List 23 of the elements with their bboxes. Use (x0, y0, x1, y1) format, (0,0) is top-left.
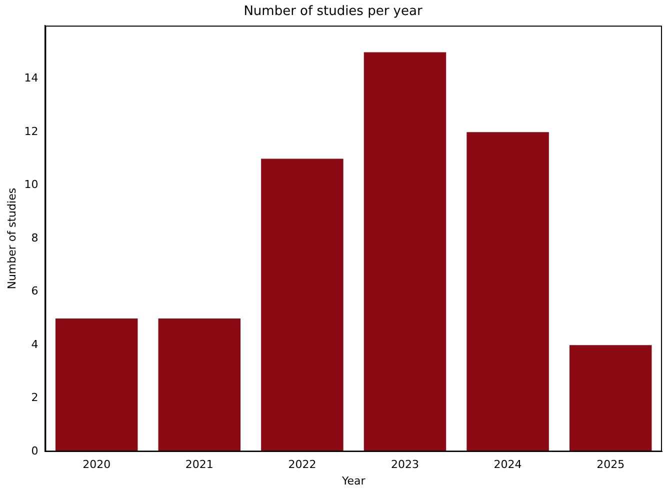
y-tick-label: 6 (31, 284, 38, 298)
y-tick-label: 0 (31, 444, 38, 458)
y-tick-label: 14 (24, 72, 38, 85)
x-tick-label: 2023 (391, 458, 419, 472)
y-tick-label: 12 (24, 124, 38, 138)
y-tick-label: 10 (24, 178, 38, 192)
y-axis-title: Number of studies (5, 188, 18, 290)
bar (261, 158, 344, 452)
x-tick-label: 2022 (288, 458, 316, 472)
x-tick-label: 2021 (185, 458, 214, 472)
x-tick-label: 2025 (596, 458, 625, 472)
bar (158, 318, 241, 452)
x-axis-title: Year (340, 474, 366, 488)
y-tick-label: 4 (31, 338, 38, 351)
x-tick-label: 2020 (82, 458, 111, 472)
y-tick-label: 2 (31, 391, 38, 404)
x-tick-label: 2024 (494, 458, 522, 472)
bar (55, 318, 138, 452)
bar (569, 345, 652, 452)
bar (466, 132, 549, 452)
chart-title: Number of studies per year (244, 4, 423, 20)
y-tick-label: 8 (31, 231, 38, 244)
bar (364, 52, 446, 452)
